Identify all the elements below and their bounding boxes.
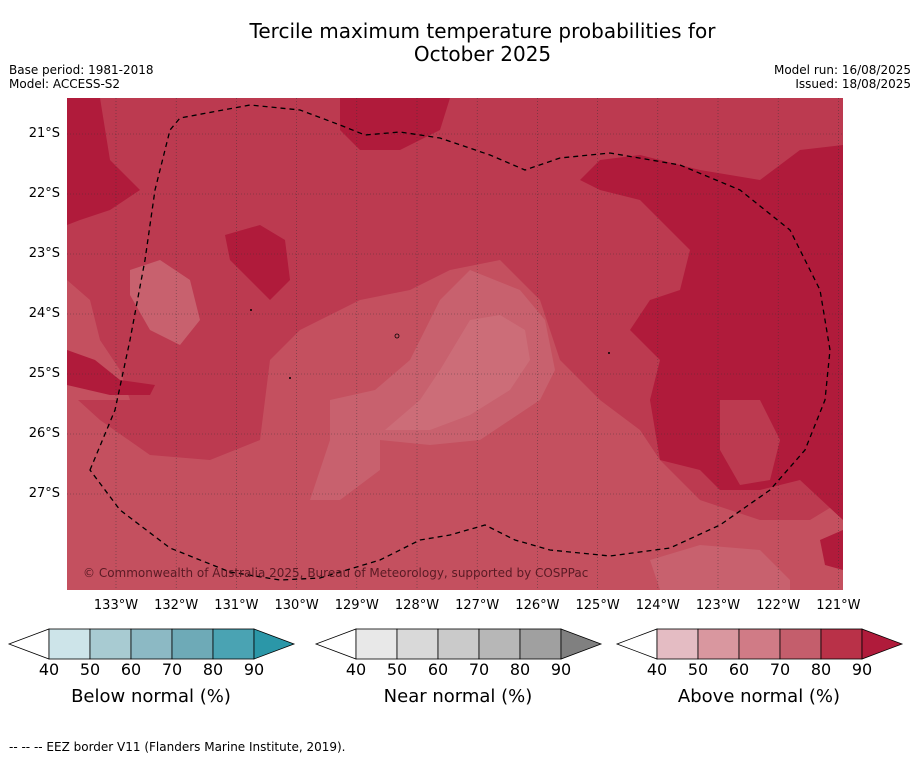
below-tick-label: 70 — [161, 660, 183, 679]
near-tick-label: 70 — [468, 660, 490, 679]
field-region-90-east — [580, 145, 843, 520]
map-title: Tercile maximum temperature probabilitie… — [0, 20, 919, 66]
near-colorbar-max-triangle — [560, 628, 603, 660]
near-colorbar-segment — [396, 628, 439, 660]
below-colorbar-segment — [48, 628, 91, 660]
lon-label: 133°W — [93, 598, 139, 613]
title-line-2: October 2025 — [413, 42, 552, 66]
field-region-90-southwest — [67, 350, 155, 395]
model-name: Model: ACCESS-S2 — [9, 77, 121, 91]
lat-label: 25°S — [28, 366, 60, 381]
copyright-text: © Commonwealth of Australia 2025, Bureau… — [83, 566, 588, 580]
below-normal-title: Below normal (%) — [71, 686, 231, 707]
lon-label: 130°W — [274, 598, 319, 613]
island-marker-2 — [250, 309, 252, 311]
near-tick-label: 50 — [386, 660, 408, 679]
lon-label: 121°W — [816, 598, 861, 613]
above-colorbar-segment — [656, 628, 699, 660]
near-tick-label: 40 — [345, 660, 367, 679]
above-tick-label: 80 — [810, 660, 832, 679]
lon-label: 125°W — [575, 598, 620, 613]
below-tick-label: 90 — [243, 660, 265, 679]
lon-label: 122°W — [756, 598, 801, 613]
eez-border — [89, 104, 831, 581]
title-line-1: Tercile maximum temperature probabilitie… — [249, 19, 716, 43]
colorbars — [7, 628, 904, 660]
above-colorbar-max-triangle — [861, 628, 904, 660]
lat-label: 23°S — [28, 246, 60, 261]
above-colorbar-segment — [820, 628, 863, 660]
above-tick-label: 70 — [769, 660, 791, 679]
field-region-60-central — [330, 270, 555, 445]
below-tick-label: 60 — [120, 660, 142, 679]
above-tick-label: 40 — [646, 660, 668, 679]
above-tick-label: 60 — [728, 660, 750, 679]
field-region-60-south-1 — [310, 420, 380, 500]
island-marker-4 — [608, 352, 610, 354]
above-colorbar-min-triangle — [615, 628, 658, 660]
below-colorbar-max-triangle — [253, 628, 296, 660]
island-marker-1 — [394, 333, 400, 339]
field-region-60-south-2 — [650, 545, 790, 590]
field-region-60-west — [130, 260, 200, 345]
lon-label: 126°W — [515, 598, 560, 613]
island-marker-3 — [289, 377, 291, 379]
above-colorbar-segment — [779, 628, 822, 660]
lon-label: 131°W — [214, 598, 259, 613]
probability-field — [67, 98, 843, 590]
lat-label: 26°S — [28, 426, 60, 441]
near-colorbar-segment — [437, 628, 480, 660]
below-colorbar-segment — [171, 628, 214, 660]
field-region-50-core — [385, 315, 530, 430]
lat-label: 22°S — [28, 186, 60, 201]
near-colorbar-segment — [519, 628, 562, 660]
meta-right: Model run: 16/08/2025 Issued: 18/08/2025 — [774, 63, 911, 91]
lat-label: 27°S — [28, 486, 60, 501]
field-region-90-west — [225, 225, 290, 300]
lon-label: 123°W — [695, 598, 741, 613]
above-normal-title: Above normal (%) — [677, 686, 841, 707]
below-tick-label: 80 — [202, 660, 224, 679]
lon-label: 129°W — [334, 598, 379, 613]
field-region-70-east-pocket — [720, 400, 780, 485]
model-run: Model run: 16/08/2025 — [773, 63, 911, 77]
eez-footnote: -- -- -- EEZ border V11 (Flanders Marine… — [9, 740, 346, 754]
field-region-90-northwest — [67, 98, 140, 225]
above-tick-label: 90 — [851, 660, 873, 679]
below-colorbar-min-triangle — [7, 628, 50, 660]
above-colorbar-segment — [697, 628, 740, 660]
below-tick-label: 40 — [38, 660, 60, 679]
above-tick-label: 50 — [687, 660, 709, 679]
lon-label: 128°W — [394, 598, 440, 613]
near-tick-label: 60 — [427, 660, 449, 679]
issued-date: Issued: 18/08/2025 — [795, 77, 911, 91]
near-colorbar-min-triangle — [314, 628, 357, 660]
near-normal-title: Near normal (%) — [383, 686, 533, 707]
below-tick-label: 50 — [79, 660, 101, 679]
below-colorbar-segment — [212, 628, 255, 660]
lat-label: 21°S — [28, 126, 60, 141]
below-colorbar-segment — [130, 628, 173, 660]
lon-label: 132°W — [154, 598, 199, 613]
meta-left: Base period: 1981-2018 Model: ACCESS-S2 — [9, 63, 154, 91]
lat-label: 24°S — [28, 306, 60, 321]
base-period: Base period: 1981-2018 — [9, 63, 154, 77]
below-colorbar-segment — [89, 628, 132, 660]
near-tick-label: 90 — [550, 660, 572, 679]
field-region-90-southeast — [820, 530, 843, 570]
near-colorbar-segment — [478, 628, 521, 660]
lon-label: 127°W — [455, 598, 500, 613]
field-region-90-north — [340, 98, 450, 150]
near-colorbar-segment — [355, 628, 398, 660]
lon-label: 124°W — [635, 598, 680, 613]
above-colorbar-segment — [738, 628, 781, 660]
near-tick-label: 80 — [509, 660, 531, 679]
gridlines — [67, 98, 843, 590]
